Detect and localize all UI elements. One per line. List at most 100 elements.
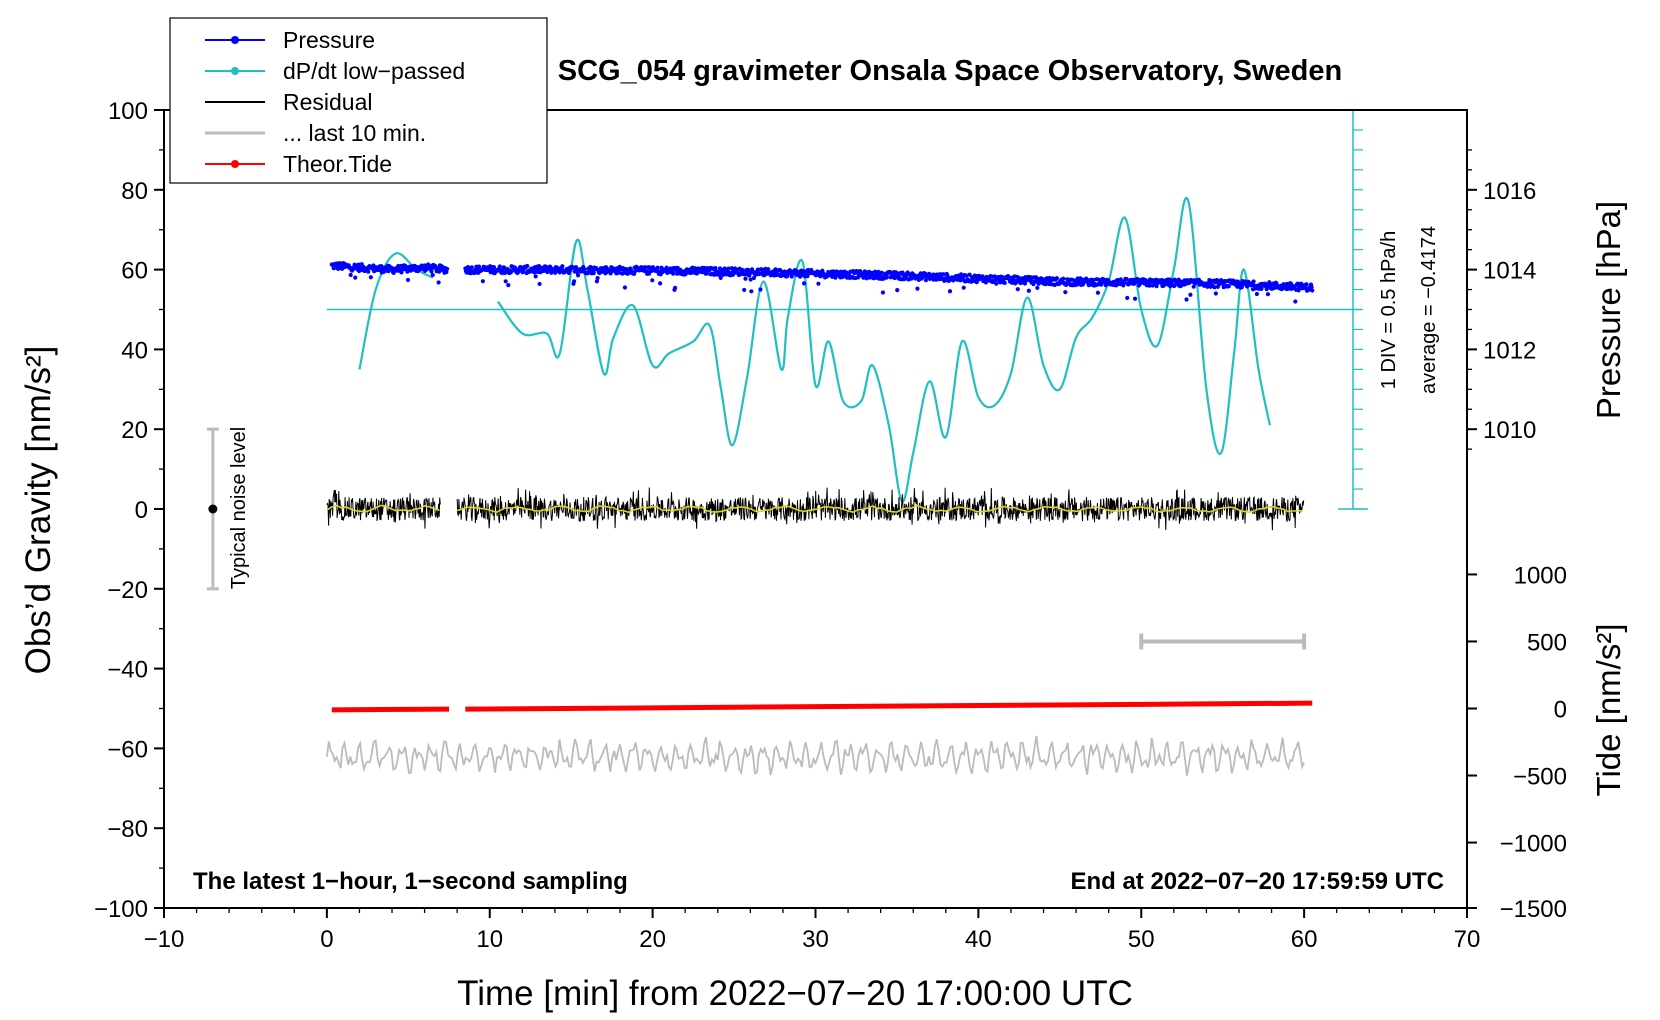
pressure-point — [994, 281, 999, 286]
dpdt-scale-label: 1 DIV = 0.5 hPa/h — [1378, 231, 1400, 389]
pressure-point — [506, 282, 511, 288]
x-tick-label: 60 — [1291, 926, 1318, 953]
pressure-point — [366, 269, 371, 274]
residual-smoothed-line — [326, 504, 440, 513]
y-left-tick-label: −60 — [107, 736, 148, 763]
y-left-tick-label: 40 — [121, 337, 148, 364]
dpdt-series-line — [497, 197, 1271, 503]
pressure-point — [379, 264, 384, 269]
dpdt-series-line — [358, 252, 434, 370]
pressure-point — [671, 271, 676, 276]
pressure-point — [1015, 287, 1020, 292]
pressure-series — [329, 260, 450, 285]
pressure-point — [902, 276, 908, 281]
pressure-point — [469, 265, 474, 270]
x-tick-label: 70 — [1454, 926, 1481, 953]
y-left-tick-label: 80 — [121, 178, 148, 205]
x-tick-label: 40 — [965, 926, 992, 953]
pressure-point — [1172, 283, 1177, 289]
pressure-point — [1293, 299, 1298, 304]
pressure-point — [331, 266, 336, 271]
pressure-point — [444, 266, 450, 272]
pressure-point — [1184, 297, 1189, 302]
pressure-point — [1147, 283, 1152, 288]
pressure-point — [1239, 285, 1245, 290]
pressure-point — [616, 270, 622, 275]
pressure-point — [1259, 286, 1264, 291]
pressure-point — [1159, 277, 1164, 283]
pressure-tick-label: 1014 — [1483, 258, 1536, 285]
pressure-point — [430, 272, 435, 278]
pressure-point — [941, 272, 946, 277]
pressure-point — [655, 265, 660, 270]
x-axis-label: Time [min] from 2022−07−20 17:00:00 UTC — [457, 974, 1133, 1013]
pressure-point — [789, 274, 794, 279]
pressure-point — [742, 287, 747, 293]
pressure-point — [436, 280, 441, 285]
pressure-point — [353, 275, 358, 280]
pressure-point — [537, 281, 542, 287]
legend-box — [169, 17, 548, 184]
pressure-point — [683, 272, 688, 277]
annotation-end-time: End at 2022−07−20 17:59:59 UTC — [1070, 868, 1444, 895]
pressure-point — [1212, 285, 1217, 290]
pressure-point — [1188, 292, 1193, 297]
pressure-point — [961, 285, 966, 290]
tide-tick-label: −1500 — [1500, 896, 1567, 923]
pressure-point — [1002, 280, 1007, 286]
pressure-point — [1091, 277, 1096, 283]
pressure-point — [1132, 296, 1138, 301]
legend: Pressure dP/dt low−passed Residual ... last… — [169, 17, 548, 184]
y-left-tick-label: 0 — [135, 497, 148, 524]
pressure-point — [491, 265, 497, 270]
tide-tick-label: 1000 — [1514, 562, 1567, 589]
pressure-point — [722, 266, 727, 271]
pressure-point — [1309, 284, 1314, 290]
pressure-point — [476, 264, 482, 269]
pressure-point — [884, 275, 889, 280]
pressure-point — [1154, 284, 1159, 289]
y-left-tick-label: −100 — [94, 896, 148, 923]
pressure-point — [582, 267, 587, 272]
legend-marker — [231, 67, 239, 75]
legend-label: ... last 10 min. — [283, 120, 426, 146]
pressure-point — [1122, 280, 1127, 285]
x-tick-label: 10 — [476, 926, 503, 953]
x-tick-label: 20 — [639, 926, 666, 953]
y-left-tick-label: 20 — [121, 417, 148, 444]
pressure-point — [533, 274, 538, 279]
pressure-point — [503, 279, 508, 284]
pressure-point — [895, 288, 900, 293]
pressure-point — [560, 264, 565, 269]
pressure-point — [575, 273, 581, 278]
pressure-point — [1124, 277, 1129, 282]
legend-label: Residual — [283, 89, 373, 115]
pressure-point — [1310, 288, 1315, 293]
y-left-tick-label: −80 — [107, 816, 148, 843]
residual-series-line — [326, 489, 441, 529]
pressure-point — [591, 271, 596, 276]
pressure-point — [880, 290, 886, 295]
pressure-point — [964, 273, 969, 278]
pressure-point — [1054, 276, 1059, 281]
chart-title: SCG_054 gravimeter Onsala Space Observat… — [558, 55, 1342, 87]
pressure-point — [749, 289, 754, 294]
pressure-point — [405, 277, 411, 283]
pressure-series — [463, 263, 1315, 304]
theor-tide-line — [465, 700, 1313, 712]
pressure-point — [673, 285, 678, 290]
pressure-tick-label: 1012 — [1483, 337, 1536, 364]
pressure-point — [1265, 292, 1271, 297]
y-left-tick-label: 100 — [108, 98, 148, 125]
pressure-point — [1226, 284, 1231, 289]
pressure-point — [1086, 283, 1091, 288]
legend-label: Theor.Tide — [283, 151, 392, 177]
pressure-tick-label: 1016 — [1483, 178, 1536, 205]
y-axis-label-tide: Tide [nm/s²] — [1590, 624, 1627, 797]
residual-smoothed-line — [457, 504, 1303, 514]
noise-level-label: Typical noise level — [228, 427, 250, 589]
y-left-tick-label: −20 — [107, 577, 148, 604]
pressure-point — [1026, 288, 1031, 293]
pressure-point — [748, 277, 753, 282]
